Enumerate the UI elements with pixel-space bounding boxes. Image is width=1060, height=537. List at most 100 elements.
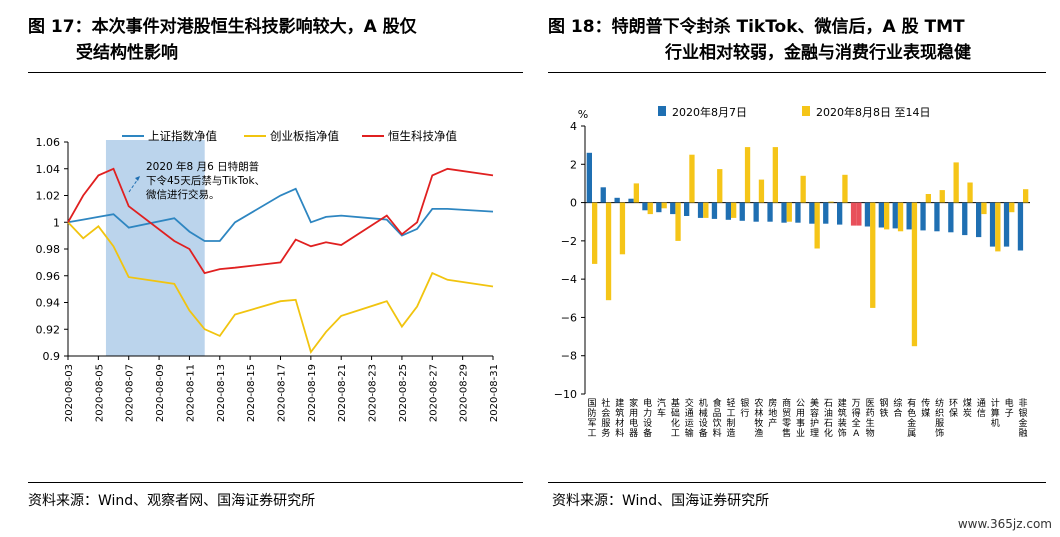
bar-纺织服饰-1	[934, 202, 940, 232]
bar-银行-1	[739, 202, 745, 221]
legend-label-2: 创业板指净值	[270, 129, 339, 143]
x-tick-label: 2020-08-19	[307, 364, 318, 422]
x-tick-label: 2020-08-15	[246, 364, 257, 422]
legend-swatch-2	[802, 106, 810, 116]
bar-社会服务-1	[600, 187, 606, 203]
category-label: 机械设备	[699, 397, 708, 439]
bar-电子-1	[1003, 202, 1010, 247]
figure18-title: 图 18：特朗普下令封杀 TikTok、微信后，A 股 TMT 行业相对较弱，金…	[548, 14, 1048, 66]
figure18-top-rule	[548, 72, 1046, 73]
bar-建筑装饰-2	[842, 174, 848, 203]
bar-家用电器-1	[628, 198, 634, 203]
bar-传媒-2	[925, 194, 931, 203]
annotation-line2: 下令45天后禁与TikTok、	[146, 174, 265, 187]
category-label: 医药生物	[866, 398, 875, 439]
category-label: 传媒	[921, 397, 930, 419]
category-label: 石油石化	[824, 399, 833, 439]
category-label: 食品饮料	[713, 397, 722, 439]
bar-建筑材料-1	[614, 197, 620, 203]
y-tick-label: −10	[554, 388, 577, 401]
bar-交通运输-2	[689, 154, 695, 203]
bar-美容护理-2	[814, 202, 820, 249]
x-tick-label: 2020-08-25	[398, 364, 409, 422]
series-line-2	[67, 221, 494, 354]
category-label: 非银金融	[1019, 397, 1028, 439]
bar-商贸零售-2	[786, 202, 792, 222]
bar-环保-1	[948, 202, 954, 233]
y-tick-label: 4	[570, 120, 577, 133]
category-label: 纺织服饰	[935, 397, 944, 439]
bar-食品饮料-1	[711, 202, 718, 219]
category-label: 基础化工	[671, 397, 680, 439]
bar-公用事业-2	[800, 175, 806, 203]
bar-钢铁-1	[878, 202, 884, 228]
y-tick-label: 0.9	[43, 350, 61, 363]
bar-银行-2	[744, 147, 751, 203]
category-label: 家用电器	[629, 397, 638, 439]
figure17-top-rule	[28, 72, 523, 73]
bar-食品饮料-2	[717, 169, 723, 203]
category-label: 美容护理	[810, 397, 819, 439]
figure18-title-line1: 图 18：特朗普下令封杀 TikTok、微信后，A 股 TMT	[548, 17, 965, 37]
category-label: 综合	[893, 397, 902, 419]
category-label: 电力设备	[643, 397, 652, 439]
bar-房地产-2	[772, 147, 778, 203]
y-tick-label: −2	[561, 235, 577, 248]
bar-农林牧渔-1	[753, 202, 759, 222]
figure18-source: 资料来源：Wind、国海证券研究所	[552, 493, 770, 509]
x-tick-label: 2020-08-07	[125, 364, 136, 422]
bar-环保-2	[953, 162, 959, 203]
category-label: 银行	[740, 397, 749, 419]
figure18-title-line2: 行业相对较弱，金融与消费行业表现稳健	[665, 43, 971, 63]
y-tick-label: −4	[561, 273, 577, 286]
bar-石油石化-2	[828, 201, 834, 203]
category-label: 农林牧渔	[754, 397, 763, 439]
category-label: 钢铁	[879, 397, 888, 419]
bar-非银金融-1	[1017, 202, 1024, 251]
legend-label-1: 上证指数净值	[148, 129, 217, 143]
bar-煤炭-2	[967, 182, 973, 203]
y-tick-label: 0.98	[36, 243, 61, 256]
bar-建筑材料-2	[619, 202, 626, 255]
bar-综合-1	[892, 202, 898, 229]
bar-基础化工-1	[670, 202, 676, 215]
bar-医药生物-2	[870, 202, 876, 308]
category-label: 电子	[1005, 397, 1014, 419]
figure17-bottom-rule	[28, 482, 523, 483]
category-label: 有色金属	[907, 397, 916, 439]
figure17-line-chart: 0.9 0.92 0.94 0.96 0.98 1 1.02 1.04 1.06 2020-08-…	[36, 129, 501, 422]
bar-美容护理-1	[809, 202, 815, 224]
bar-万得全A-1	[850, 202, 857, 226]
category-label: 公用事业	[796, 398, 805, 439]
bar-计算机-2	[995, 202, 1001, 252]
annotation-line1: 2020 年8 月6 日特朗普	[146, 160, 259, 173]
x-tick-label: 2020-08-11	[185, 364, 196, 422]
y-tick-label: −6	[561, 311, 577, 324]
category-label: 建筑装饰	[838, 397, 847, 439]
category-label: 商贸零售	[782, 397, 791, 439]
bar-社会服务-2	[605, 202, 612, 301]
bar-轻工制造-1	[725, 202, 731, 220]
bar-国防军工-2	[592, 202, 598, 264]
bar-建筑装饰-1	[837, 202, 843, 225]
bar-公用事业-1	[795, 202, 801, 223]
series-line-1	[67, 187, 494, 242]
bar-房地产-1	[767, 202, 773, 222]
bar-轻工制造-2	[731, 202, 737, 218]
bar-有色金属-2	[911, 202, 918, 347]
category-label: 交通运输	[685, 397, 694, 439]
x-tick-label: 2020-08-13	[216, 364, 227, 422]
category-label: 社会服务	[601, 397, 610, 439]
bar-电力设备-2	[647, 202, 653, 215]
bar-汽车-1	[656, 202, 662, 213]
annotation-line3: 微信进行交易。	[146, 188, 220, 201]
category-label: 环保	[949, 398, 958, 419]
bar-机械设备-1	[697, 202, 704, 218]
category-label: 国防军工	[587, 398, 596, 439]
bar-通信-2	[981, 202, 987, 215]
y-tick-label: 0.96	[36, 270, 61, 283]
y-tick-label: 1.06	[36, 136, 61, 149]
y-tick-label: 1.02	[36, 190, 61, 203]
figure17-title-line2: 受结构性影响	[76, 43, 178, 63]
category-label: 计算机	[991, 397, 1000, 429]
